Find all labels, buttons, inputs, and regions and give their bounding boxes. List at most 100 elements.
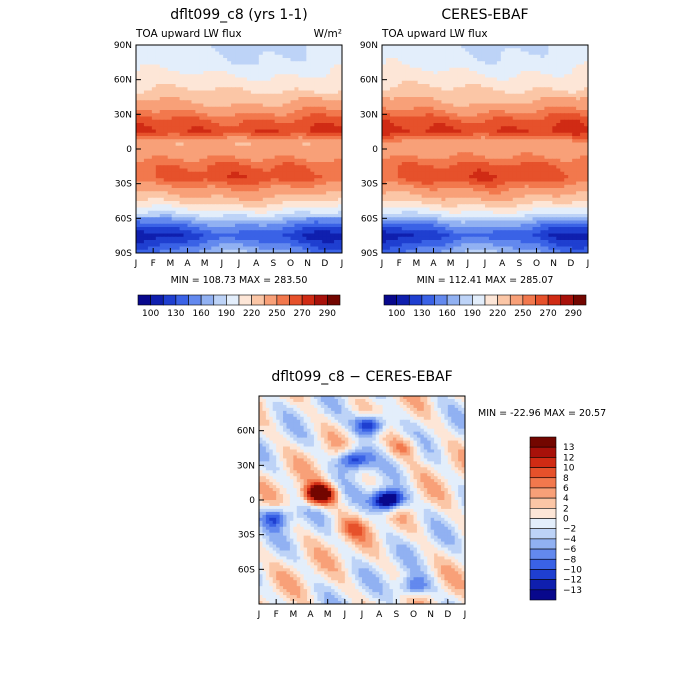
colorbar-swatch — [529, 446, 557, 458]
colorbar-label: −4 — [563, 535, 577, 545]
colorbar-label: 130 — [413, 309, 430, 319]
diff-title: dflt099_c8 − CERES-EBAF — [271, 369, 452, 385]
x-tick-label: A — [307, 610, 314, 620]
y-tick-label: 60N — [360, 76, 378, 86]
y-tick-label: 60S — [115, 214, 132, 224]
x-tick-label: J — [380, 259, 384, 269]
x-tick-label: J — [220, 259, 224, 269]
colorbar-swatch — [547, 294, 562, 306]
model-contour-field — [136, 45, 342, 253]
colorbar-swatch — [529, 569, 557, 580]
obs-contour-field — [382, 45, 588, 253]
y-tick-label: 30S — [238, 531, 255, 541]
x-tick-label: J — [237, 259, 241, 269]
colorbar-swatch — [213, 294, 227, 306]
x-tick-label: J — [466, 259, 470, 269]
colorbar-swatch — [529, 558, 557, 570]
colorbar-label: 290 — [319, 309, 336, 319]
diff-contour-field — [259, 396, 465, 604]
colorbar-swatch — [529, 487, 557, 499]
x-tick-label: J — [343, 610, 347, 620]
x-tick-label: M — [324, 610, 332, 620]
y-tick-label: 60S — [361, 214, 378, 224]
x-tick-label: J — [586, 259, 590, 269]
colorbar-label: 270 — [294, 309, 311, 319]
colorbar-swatch — [573, 294, 587, 306]
colorbar-label: 100 — [142, 309, 159, 319]
x-tick-label: M — [447, 259, 455, 269]
x-tick-label: A — [499, 259, 506, 269]
colorbar-swatch — [175, 294, 189, 306]
x-tick-label: J — [360, 610, 364, 620]
colorbar-swatch — [497, 294, 511, 306]
colorbar-label: −8 — [563, 555, 577, 565]
colorbar-swatch — [529, 548, 557, 560]
x-tick-label: J — [340, 259, 344, 269]
x-tick-label: J — [463, 610, 467, 620]
obs-subtitle: TOA upward LW flux — [381, 28, 488, 40]
x-tick-label: D — [321, 259, 328, 269]
x-tick-label: O — [533, 259, 540, 269]
x-tick-label: M — [289, 610, 297, 620]
colorbar-label: 130 — [167, 309, 184, 319]
colorbar-label: 270 — [540, 309, 557, 319]
y-tick-label: 60N — [114, 76, 132, 86]
colorbar-swatch — [509, 294, 524, 306]
colorbar-swatch — [529, 579, 557, 591]
colorbar-label: 12 — [563, 453, 574, 463]
y-tick-label: 0 — [126, 145, 132, 155]
x-tick-label: O — [410, 610, 417, 620]
x-tick-label: A — [430, 259, 437, 269]
x-tick-label: S — [393, 610, 399, 620]
x-tick-label: D — [444, 610, 451, 620]
x-tick-label: S — [516, 259, 522, 269]
colorbar-swatch — [472, 294, 486, 306]
colorbar-label: 4 — [563, 494, 569, 504]
panel-obs: CERES-EBAF TOA upward LW flux 90N 60N 30N 0… — [360, 7, 590, 319]
colorbar-label: 2 — [563, 504, 569, 514]
model-units: W/m² — [314, 28, 342, 40]
colorbar-label: 190 — [464, 309, 481, 319]
y-tick-label: 90N — [360, 41, 378, 51]
model-title: dflt099_c8 (yrs 1-1) — [170, 7, 308, 23]
colorbar-swatch — [251, 294, 265, 306]
y-tick-label: 60N — [237, 427, 255, 437]
x-tick-label: M — [166, 259, 174, 269]
panel-model: dflt099_c8 (yrs 1-1) TOA upward LW flux … — [114, 7, 344, 319]
colorbar-swatch — [446, 294, 461, 306]
x-tick-label: M — [412, 259, 420, 269]
colorbar-swatch — [560, 294, 574, 306]
colorbar-swatch — [200, 294, 215, 306]
colorbar-label: 10 — [563, 464, 575, 474]
colorbar-swatch — [484, 294, 498, 306]
colorbar-swatch — [327, 294, 341, 306]
colorbar-swatch — [408, 294, 423, 306]
colorbar-label: −10 — [563, 565, 582, 575]
x-tick-label: A — [376, 610, 383, 620]
colorbar-label: −2 — [563, 525, 576, 535]
x-tick-label: J — [257, 610, 261, 620]
diff-y-axis: 60N 30N 0 30S 60S — [237, 427, 264, 575]
diff-minmax: MIN = -22.96 MAX = 20.57 — [478, 408, 606, 419]
colorbar-swatch — [238, 294, 252, 306]
colorbar-swatch — [314, 294, 328, 306]
x-tick-label: F — [274, 610, 279, 620]
x-tick-label: F — [397, 259, 402, 269]
model-minmax: MIN = 108.73 MAX = 283.50 — [171, 275, 308, 286]
colorbar-label: 0 — [563, 515, 569, 525]
colorbar-swatch — [301, 294, 316, 306]
obs-minmax: MIN = 112.41 MAX = 285.07 — [417, 275, 554, 286]
x-tick-label: J — [483, 259, 487, 269]
y-tick-label: 0 — [249, 496, 255, 506]
colorbar-label: 160 — [193, 309, 210, 319]
colorbar-swatch — [529, 477, 557, 489]
x-tick-label: N — [304, 259, 311, 269]
colorbar-swatch — [226, 294, 240, 306]
x-tick-label: F — [151, 259, 156, 269]
